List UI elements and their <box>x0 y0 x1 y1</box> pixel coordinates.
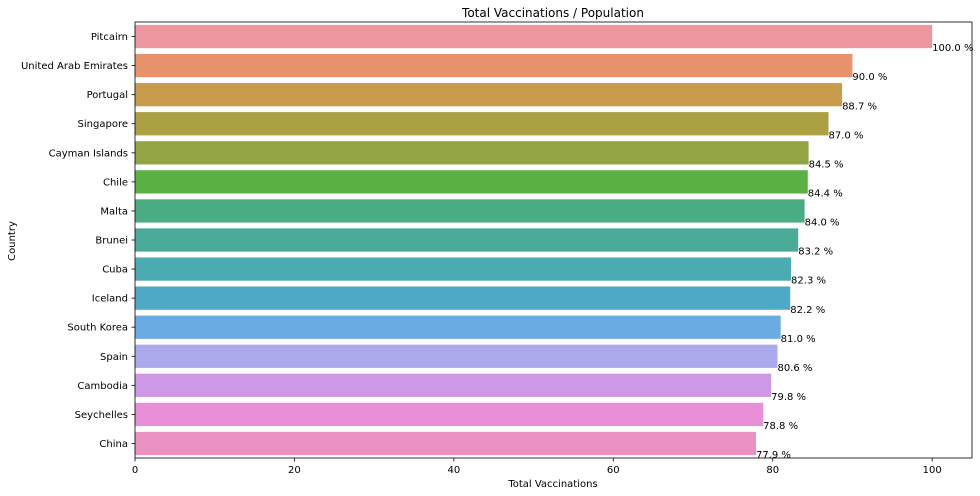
y-axis-label: Country <box>7 221 18 261</box>
data-label: 81.0 % <box>781 334 816 345</box>
bar <box>135 402 764 427</box>
bar <box>135 24 933 49</box>
y-tick-label: Seychelles <box>75 410 128 421</box>
y-tick-label: Cayman Islands <box>49 148 128 159</box>
y-tick-label: Singapore <box>78 119 128 130</box>
data-label: 82.3 % <box>791 276 826 287</box>
y-tick-label: China <box>99 439 128 450</box>
plot-area: Pitcairn 100.0 % United Arab Emirates 90.0 … <box>21 24 973 476</box>
data-label: 90.0 % <box>852 72 887 83</box>
x-tick-label: 60 <box>607 465 620 476</box>
data-label: 83.2 % <box>798 247 833 258</box>
y-tick-label: Chile <box>103 177 128 188</box>
bar <box>135 286 791 310</box>
x-tick-label: 80 <box>766 465 779 476</box>
data-label: 82.2 % <box>790 305 825 316</box>
bar <box>135 315 781 339</box>
bar <box>135 53 853 78</box>
data-label: 84.4 % <box>808 188 843 199</box>
x-axis-label: Total Vaccinations <box>507 479 597 490</box>
plot-frame <box>134 21 973 459</box>
bar <box>135 170 808 194</box>
x-tick-label: 0 <box>132 465 138 476</box>
y-tick-label: Malta <box>100 206 128 217</box>
x-tick-label: 20 <box>288 465 301 476</box>
data-label: 80.6 % <box>777 363 812 374</box>
bar <box>135 112 829 136</box>
chart-title: Total Vaccinations / Population <box>461 6 644 20</box>
data-label: 78.8 % <box>763 421 798 432</box>
bar <box>135 228 799 252</box>
data-label: 79.8 % <box>771 392 806 403</box>
bar <box>135 373 772 397</box>
data-label: 84.5 % <box>809 159 844 170</box>
bar <box>135 257 792 281</box>
data-label: 88.7 % <box>842 101 877 112</box>
bar <box>135 199 805 223</box>
bar <box>135 431 756 456</box>
bar <box>135 83 843 107</box>
x-tick-label: 40 <box>447 465 460 476</box>
y-tick-label: Spain <box>100 352 128 363</box>
y-tick-label: Pitcairn <box>91 32 128 43</box>
y-tick-label: Brunei <box>95 236 128 247</box>
data-label: 87.0 % <box>829 130 864 141</box>
y-tick-label: Cambodia <box>77 381 128 392</box>
bar <box>135 344 778 368</box>
x-tick-label: 100 <box>923 465 942 476</box>
y-tick-label: Portugal <box>87 90 128 101</box>
data-label: 84.0 % <box>805 218 840 229</box>
y-tick-label: Iceland <box>92 294 128 305</box>
y-tick-label: South Korea <box>67 323 128 334</box>
y-tick-label: Cuba <box>102 265 128 276</box>
y-tick-label: United Arab Emirates <box>21 61 128 72</box>
data-label: 100.0 % <box>932 43 973 54</box>
data-label: 77.9 % <box>756 450 791 461</box>
bar <box>135 141 809 165</box>
